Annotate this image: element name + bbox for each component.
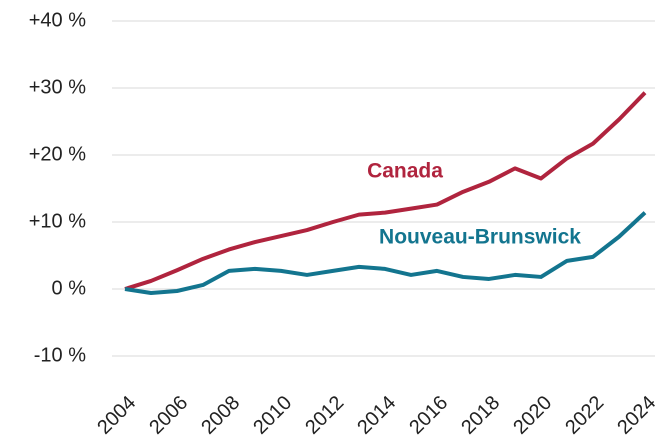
line [124,91,647,291]
x-tick-label: 2008 [197,392,244,436]
y-tick-label: 0 % [52,277,87,299]
x-tick-label: 2018 [457,392,504,436]
y-tick-label: +10 % [29,210,86,232]
line [124,211,647,296]
y-tick-label: +30 % [29,76,86,98]
series-label: Nouveau-Brunswick [379,226,581,249]
x-tick-label: 2010 [249,392,296,436]
y-tick-label: -10 % [34,344,86,366]
series-label: Canada [367,160,443,183]
x-tick-label: 2014 [353,392,400,436]
x-tick-label: 2022 [561,392,608,436]
x-tick-label: 2020 [509,392,556,436]
x-tick-label: 2024 [613,392,660,436]
x-tick-label: 2006 [145,392,192,436]
x-tick-label: 2004 [93,392,140,436]
x-tick-label: 2012 [301,392,348,436]
y-tick-label: +40 % [29,9,86,31]
y-tick-label: +20 % [29,143,86,165]
x-tick-label: 2016 [405,392,452,436]
